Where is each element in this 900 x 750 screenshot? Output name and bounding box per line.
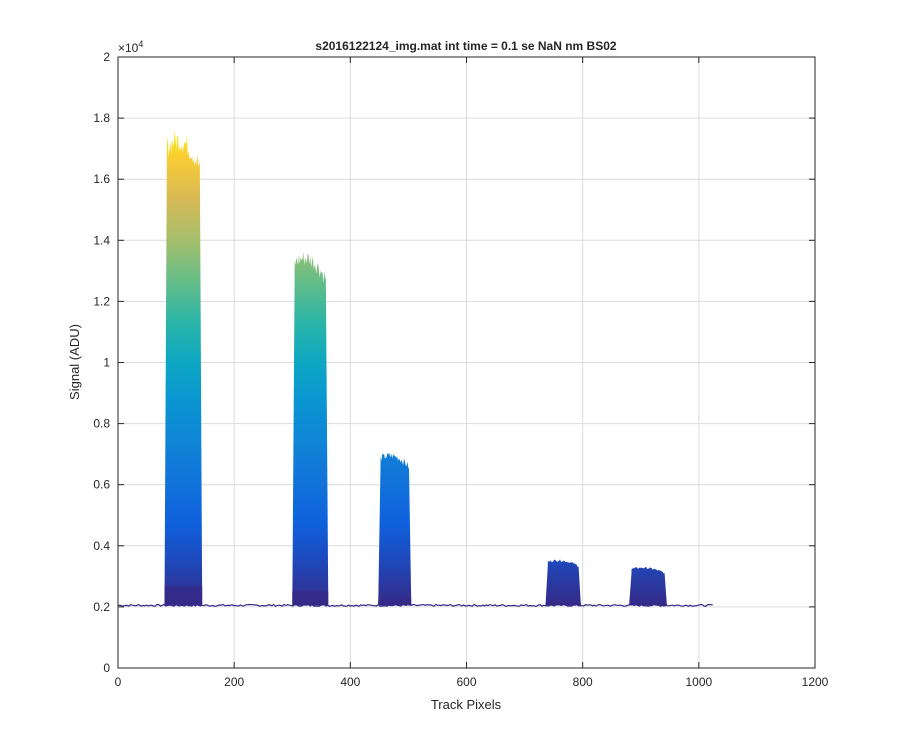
x-tick-label: 1000 — [685, 675, 712, 689]
y-axis-ticks: 0 0.2 0.4 0.6 0.8 1 1.2 1.4 1.6 1.8 2 — [93, 50, 815, 675]
y-tick-label: 1.8 — [93, 111, 110, 125]
y-axis-exponent-power: 4 — [138, 39, 143, 49]
x-axis-ticks: 0 200 400 600 800 1000 1200 — [115, 57, 829, 689]
baseline-trace — [118, 603, 713, 608]
x-tick-label: 600 — [456, 675, 476, 689]
y-tick-label: 0 — [103, 661, 110, 675]
y-tick-label: 2 — [103, 50, 110, 64]
x-tick-label: 800 — [573, 675, 593, 689]
x-tick-label: 0 — [115, 675, 122, 689]
y-tick-label: 1.6 — [93, 172, 110, 186]
x-tick-label: 1200 — [802, 675, 829, 689]
chart-title: s2016122124_img.mat int time = 0.1 se Na… — [315, 39, 616, 53]
y-tick-label: 0.4 — [93, 539, 110, 553]
data-series — [118, 130, 713, 608]
y-tick-label: 1.4 — [93, 233, 110, 247]
y-tick-label: 0.2 — [93, 600, 110, 614]
signal-peak-base — [545, 603, 581, 606]
x-axis-label: Track Pixels — [431, 697, 502, 712]
signal-peak — [378, 452, 412, 606]
signal-peak-base — [164, 586, 203, 606]
x-tick-label: 200 — [224, 675, 244, 689]
y-tick-label: 0.8 — [93, 417, 110, 431]
y-axis-exponent-base: ×10 — [118, 41, 139, 55]
y-tick-label: 1.2 — [93, 294, 110, 308]
signal-peak — [292, 251, 329, 606]
y-tick-label: 1 — [103, 356, 110, 370]
grid-lines — [118, 57, 815, 668]
x-tick-label: 400 — [340, 675, 360, 689]
signal-peak — [164, 130, 203, 606]
y-axis-label: Signal (ADU) — [67, 324, 82, 400]
y-tick-label: 0.6 — [93, 478, 110, 492]
signal-peak — [545, 559, 581, 606]
signal-peak-base — [378, 599, 412, 606]
y-axis-exponent: ×104 — [118, 39, 143, 55]
signal-peak-base — [629, 603, 667, 606]
signal-peak-base — [292, 590, 329, 606]
signal-peak — [629, 567, 667, 606]
